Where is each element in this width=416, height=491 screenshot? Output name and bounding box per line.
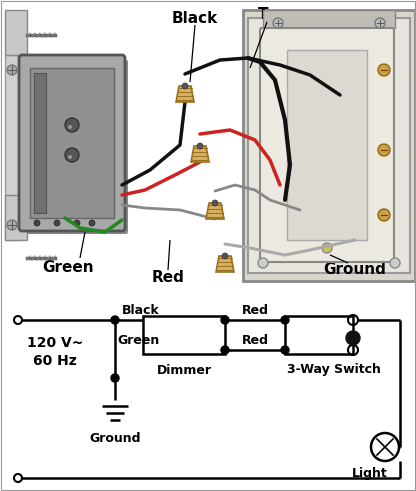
Circle shape — [221, 316, 229, 324]
Text: 120 V~
60 Hz: 120 V~ 60 Hz — [27, 336, 83, 368]
Bar — [143, 316, 225, 354]
Circle shape — [212, 200, 218, 206]
FancyBboxPatch shape — [19, 55, 125, 231]
Circle shape — [68, 125, 72, 129]
Circle shape — [281, 316, 289, 324]
Polygon shape — [176, 86, 194, 102]
Circle shape — [222, 253, 228, 259]
Circle shape — [390, 258, 400, 268]
Circle shape — [65, 118, 79, 132]
Text: Green: Green — [118, 333, 160, 347]
Bar — [287, 50, 367, 240]
Bar — [5, 55, 19, 240]
Circle shape — [111, 374, 119, 382]
Circle shape — [375, 18, 385, 28]
Circle shape — [54, 220, 60, 226]
Text: Ground: Ground — [89, 432, 141, 445]
Text: Red: Red — [242, 334, 268, 348]
Polygon shape — [206, 203, 224, 219]
Text: Dimmer: Dimmer — [156, 363, 211, 377]
Text: Black: Black — [122, 303, 160, 317]
Bar — [0, 0, 416, 293]
Bar — [243, 10, 415, 281]
Circle shape — [322, 243, 332, 253]
Circle shape — [197, 143, 203, 149]
Circle shape — [182, 83, 188, 89]
Polygon shape — [191, 146, 209, 162]
Text: Green: Green — [42, 261, 94, 275]
Circle shape — [7, 220, 17, 230]
Bar — [5, 195, 27, 240]
Circle shape — [281, 346, 289, 354]
Circle shape — [111, 316, 119, 324]
Circle shape — [258, 258, 268, 268]
Bar — [30, 68, 114, 218]
Circle shape — [34, 220, 40, 226]
Bar — [34, 73, 46, 213]
Circle shape — [7, 65, 17, 75]
Text: Black: Black — [172, 10, 218, 26]
Bar — [248, 18, 410, 273]
Text: Ground: Ground — [324, 263, 386, 277]
Circle shape — [346, 331, 360, 345]
Bar — [263, 10, 395, 28]
FancyBboxPatch shape — [260, 28, 394, 262]
Text: Tag: Tag — [258, 6, 288, 22]
Text: Red: Red — [151, 271, 184, 285]
Text: 3-Way Switch: 3-Way Switch — [287, 363, 381, 377]
Circle shape — [111, 375, 119, 382]
Text: Light: Light — [352, 466, 388, 480]
Circle shape — [378, 209, 390, 221]
Circle shape — [74, 220, 80, 226]
FancyBboxPatch shape — [24, 60, 128, 234]
Circle shape — [65, 148, 79, 162]
Circle shape — [378, 64, 390, 76]
Bar — [285, 316, 353, 354]
Circle shape — [89, 220, 95, 226]
Polygon shape — [216, 256, 234, 272]
Circle shape — [273, 18, 283, 28]
Text: Red: Red — [242, 304, 268, 318]
Circle shape — [68, 155, 72, 159]
Bar — [5, 10, 27, 55]
Circle shape — [221, 346, 229, 354]
Circle shape — [378, 144, 390, 156]
